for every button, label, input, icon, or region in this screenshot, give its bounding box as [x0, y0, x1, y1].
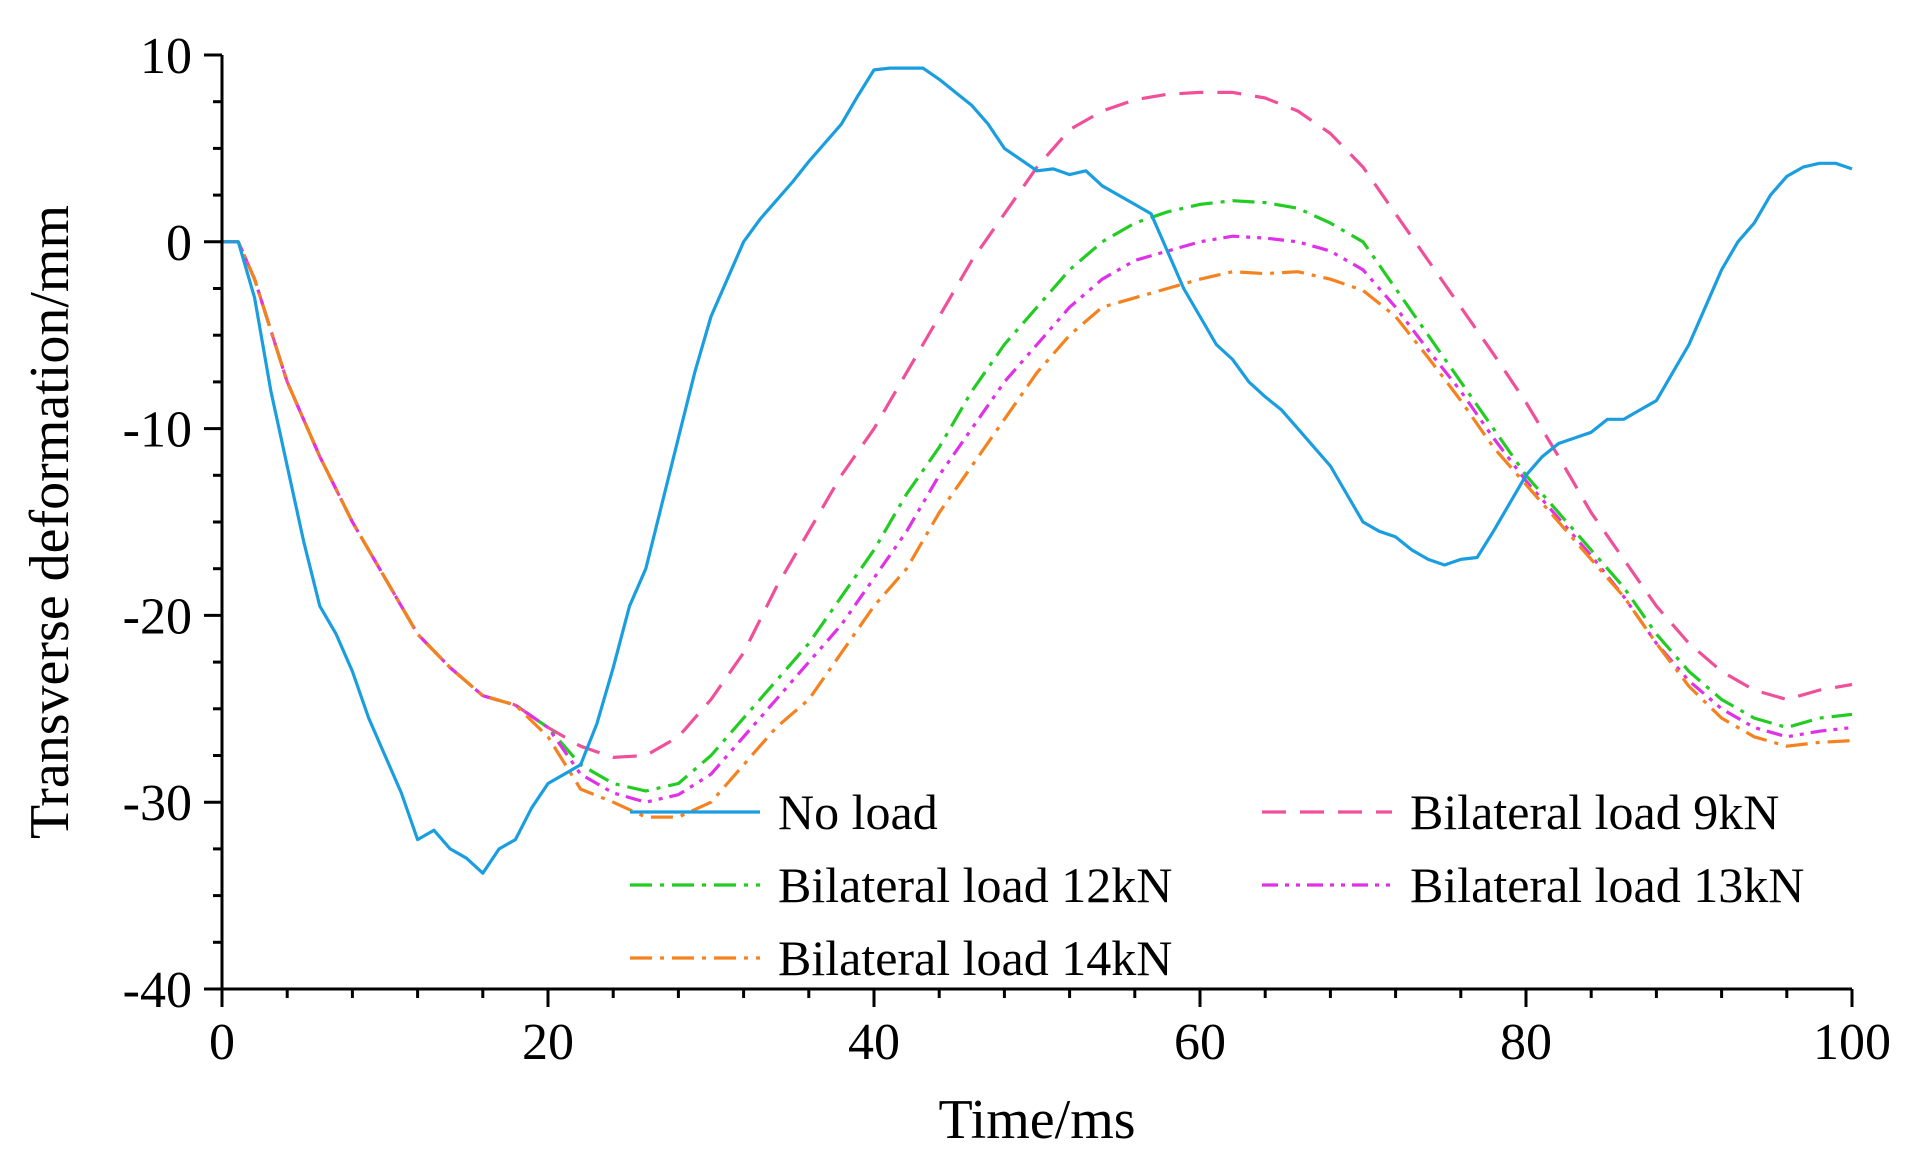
series-line: [222, 66, 1853, 875]
y-tick-label: 0: [166, 215, 192, 272]
plot-lines: [222, 66, 1853, 875]
x-tick-label: 80: [1500, 1014, 1552, 1071]
series-line: [222, 234, 1853, 804]
y-tick-label: -20: [123, 588, 192, 645]
series-line: [222, 199, 1853, 793]
legend-label: Bilateral load 12kN: [778, 857, 1172, 913]
x-ticks: 0 20 40 60 80 100: [209, 989, 1891, 1071]
legend-label: Bilateral load 14kN: [778, 930, 1172, 986]
series-line: [222, 240, 1853, 819]
y-tick-label: 10: [140, 28, 192, 85]
legend: No load Bilateral load 9kN Bilateral load …: [630, 784, 1804, 986]
x-tick-label: 40: [848, 1014, 900, 1071]
legend-label: No load: [778, 784, 938, 840]
x-axis-title: Time/ms: [938, 1089, 1135, 1151]
axes: 0 20 40 60 80 100 -40 -30 -20 -10 0 10: [123, 28, 1891, 1071]
legend-label: Bilateral load 13kN: [1410, 857, 1804, 913]
x-tick-label: 60: [1174, 1014, 1226, 1071]
y-tick-label: -30: [123, 775, 192, 832]
x-tick-label: 0: [209, 1014, 235, 1071]
y-ticks: -40 -30 -20 -10 0 10: [123, 28, 222, 1019]
y-tick-label: -10: [123, 402, 192, 459]
x-tick-label: 100: [1813, 1014, 1891, 1071]
series-line: [222, 90, 1853, 759]
y-axis-title: Transverse deformation/mm: [19, 205, 81, 839]
x-tick-label: 20: [522, 1014, 574, 1071]
y-tick-label: -40: [123, 962, 192, 1019]
legend-label: Bilateral load 9kN: [1410, 784, 1779, 840]
